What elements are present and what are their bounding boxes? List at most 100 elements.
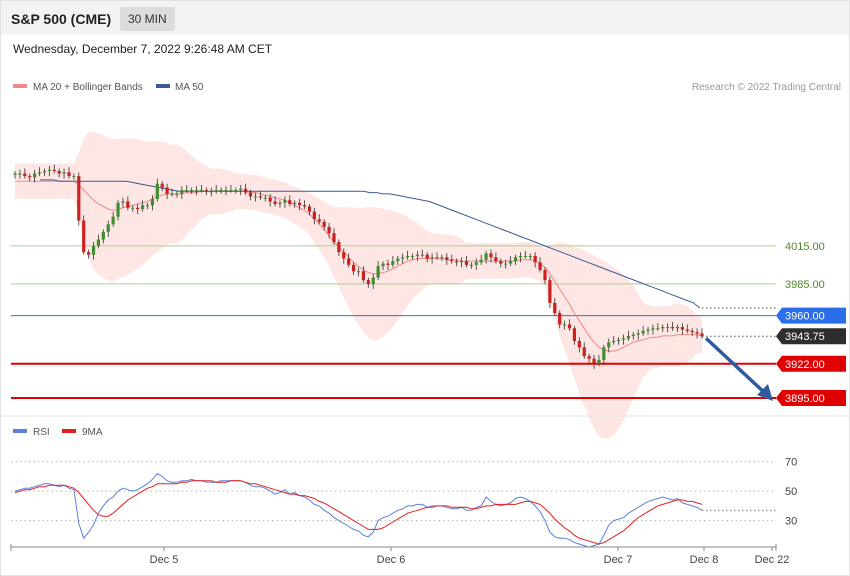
candle [646, 327, 650, 335]
candle [366, 277, 370, 288]
candle [185, 184, 189, 193]
candle [131, 205, 135, 212]
candle [214, 184, 218, 194]
candle [386, 259, 390, 270]
candle [607, 338, 611, 353]
candle-body [523, 256, 527, 257]
candle [253, 192, 258, 202]
level-label-3943.75: 3943.75 [785, 331, 825, 343]
candle [248, 190, 253, 201]
instrument-title: S&P 500 (CME) [11, 11, 112, 27]
candle-body [494, 257, 498, 262]
candle-body [430, 257, 434, 259]
candle-body [150, 198, 154, 206]
ma50-line [40, 179, 701, 309]
candle [597, 354, 601, 367]
ma20-legend-swatch [13, 84, 27, 88]
rsi-legend-swatch [13, 429, 27, 433]
candle [670, 321, 675, 331]
candle-body [13, 173, 17, 175]
candle [37, 167, 42, 177]
candle [445, 253, 449, 265]
candle-body [87, 252, 91, 255]
candle [577, 337, 581, 353]
x-axis: Dec 5 Dec 6 Dec 7 Dec 8 Dec 22 [10, 544, 789, 566]
candle [293, 200, 297, 208]
candle-body [209, 191, 213, 193]
price-levels [11, 245, 776, 400]
candle-body [18, 173, 22, 175]
candle [533, 252, 537, 268]
candle-body [572, 328, 577, 341]
candle-body [577, 340, 581, 348]
candle-body [234, 190, 238, 192]
candle [356, 267, 361, 277]
candle-body [528, 256, 532, 257]
candle [160, 181, 164, 192]
candle-body [165, 187, 169, 194]
candle [621, 334, 626, 345]
candle [136, 204, 140, 215]
candle-body [140, 205, 145, 210]
candle [116, 200, 120, 221]
candle-body [558, 313, 562, 325]
candle [229, 184, 233, 193]
level-tag-3922.00 [776, 355, 846, 372]
candle-body [597, 360, 601, 364]
candle [499, 258, 503, 268]
candle [327, 223, 331, 239]
candle [656, 323, 660, 331]
candle [420, 249, 424, 258]
rsi-legend-label: RSI [33, 427, 50, 438]
candle-body [695, 332, 699, 334]
candle [631, 332, 635, 340]
candle-body [82, 220, 86, 253]
candle-body [244, 188, 248, 193]
candle-body [322, 221, 326, 227]
candle-body [194, 190, 199, 192]
candle-body [533, 256, 537, 263]
ma20-line [15, 180, 703, 352]
candle-body [440, 257, 444, 259]
candle-body [410, 256, 415, 257]
timeframe-badge[interactable]: 30 MIN [120, 7, 175, 31]
candle [273, 196, 277, 207]
candle [361, 266, 366, 283]
candle-body [312, 211, 316, 220]
candle [199, 184, 204, 193]
candle [121, 197, 125, 208]
candle [283, 196, 287, 208]
candle-body [52, 169, 56, 172]
candle-body [666, 327, 670, 329]
candle-body [484, 253, 488, 260]
candle-body [700, 333, 704, 337]
candle [244, 183, 248, 196]
rsi-panel: 70 50 30 [11, 457, 797, 548]
candle-body [455, 261, 459, 263]
level-label-3922.00: 3922.00 [785, 359, 825, 371]
candle [106, 220, 110, 237]
candle [219, 187, 223, 194]
candle [415, 250, 419, 262]
bollinger-band-area [15, 131, 702, 439]
candle [469, 262, 473, 269]
candle [224, 186, 228, 196]
candle-body [670, 327, 675, 329]
header-bar: S&P 500 (CME) 30 MIN [1, 1, 849, 35]
candle-body [621, 338, 626, 340]
candle [91, 242, 96, 260]
candle-body [641, 330, 645, 334]
candle [175, 191, 179, 198]
candle-body [126, 201, 130, 208]
candle [459, 257, 464, 268]
candle [13, 171, 17, 179]
candle-body [651, 328, 655, 330]
candle [587, 353, 591, 363]
candle [602, 344, 606, 364]
candle-body [33, 173, 37, 178]
level-label-3985.00: 3985.00 [785, 279, 825, 291]
candle-body [616, 339, 621, 341]
candle-body [513, 257, 518, 262]
candle-body [474, 262, 478, 265]
